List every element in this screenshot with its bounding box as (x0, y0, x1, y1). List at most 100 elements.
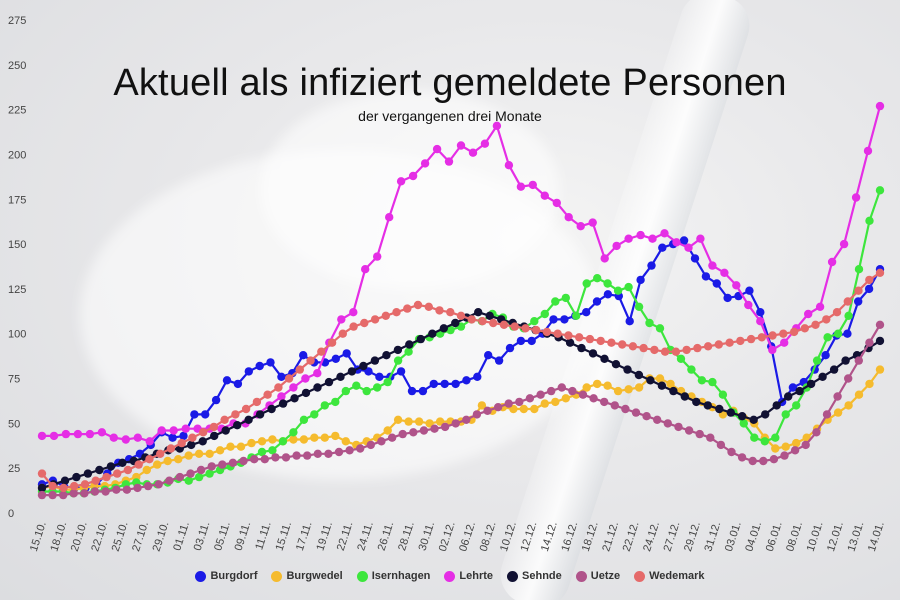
data-point (588, 349, 598, 358)
data-point (822, 410, 832, 419)
data-point (338, 329, 347, 338)
data-point (692, 397, 701, 407)
data-point (85, 429, 95, 439)
legend-item-wedemark[interactable]: Wedemark (634, 570, 705, 582)
data-point (549, 315, 558, 324)
y-tick-label: 275 (8, 15, 26, 27)
data-point (552, 198, 561, 208)
data-point (61, 429, 71, 439)
data-point (209, 422, 219, 432)
data-point (596, 336, 605, 346)
data-point (462, 415, 471, 424)
data-point (771, 433, 780, 442)
data-point (768, 331, 777, 340)
chart-subtitle: der vergangenen drei Monate (358, 108, 542, 124)
data-point (478, 317, 487, 326)
data-point (572, 311, 581, 320)
data-point (499, 320, 509, 329)
data-point (612, 241, 621, 251)
x-tick-label: 03.11. (192, 520, 213, 552)
data-point (419, 426, 429, 435)
data-point (693, 343, 702, 353)
data-point (530, 317, 539, 326)
data-point (687, 365, 696, 374)
data-point (553, 329, 562, 338)
data-point (83, 469, 93, 478)
data-point (263, 390, 272, 399)
data-point (738, 412, 747, 421)
data-point (784, 392, 793, 401)
data-point (174, 455, 183, 464)
data-point (504, 399, 513, 408)
data-point (383, 426, 392, 435)
data-point (551, 397, 560, 407)
data-point (215, 446, 225, 455)
data-point (875, 268, 885, 277)
data-point (370, 356, 380, 365)
data-point (396, 177, 406, 186)
series-lehrte (37, 101, 885, 446)
data-point (134, 460, 143, 469)
data-point (377, 437, 386, 446)
data-point (320, 433, 329, 442)
data-point (806, 379, 816, 389)
data-point (695, 429, 704, 439)
x-tick-label: 17.11. (294, 520, 315, 552)
data-point (634, 370, 644, 380)
data-point (468, 148, 478, 157)
data-point (207, 462, 216, 471)
data-point (800, 324, 809, 333)
legend-item-burgwedel[interactable]: Burgwedel (271, 570, 343, 582)
data-point (416, 334, 425, 344)
data-point (201, 410, 210, 419)
data-point (727, 447, 736, 457)
legend-item-lehrte[interactable]: Lehrte (444, 570, 493, 582)
x-tick-label: 22.12. (621, 520, 642, 553)
x-tick-label: 28.11. (396, 520, 417, 552)
series-line (41, 271, 881, 489)
data-point (582, 383, 591, 392)
data-point (403, 304, 412, 313)
data-point (843, 297, 852, 306)
data-point (331, 354, 340, 363)
data-point (613, 286, 623, 295)
data-point (789, 327, 799, 337)
data-point (603, 290, 613, 299)
x-tick-label: 10.12. (498, 520, 519, 553)
data-point (639, 343, 648, 353)
x-tick-label: 01.11. (171, 520, 192, 552)
data-point (827, 257, 837, 267)
series-uetze (37, 320, 885, 500)
data-point (528, 180, 537, 190)
data-point (844, 311, 853, 320)
data-point (780, 338, 789, 347)
legend-item-sehnde[interactable]: Sehnde (507, 570, 562, 582)
legend-item-uetze[interactable]: Uetze (575, 570, 620, 582)
data-point (582, 308, 591, 317)
y-tick-label: 0 (8, 508, 14, 520)
data-point (387, 433, 397, 442)
data-point (446, 325, 455, 335)
data-point (331, 431, 340, 441)
data-point (843, 329, 852, 338)
data-point (80, 480, 90, 489)
data-point (578, 390, 588, 399)
legend-item-burgdorf[interactable]: Burgdorf (195, 570, 257, 582)
x-tick-label: 14.12. (539, 520, 560, 553)
data-point (726, 408, 735, 417)
x-tick-label: 02.12. (437, 520, 458, 553)
data-point (682, 345, 691, 355)
data-point (771, 444, 780, 453)
data-point (382, 351, 391, 360)
data-point (352, 381, 361, 390)
data-point (621, 404, 630, 414)
data-point (854, 356, 863, 365)
data-point (618, 340, 627, 349)
data-point (456, 311, 466, 320)
data-point (260, 455, 269, 464)
legend-item-isernhagen[interactable]: Isernhagen (356, 570, 430, 582)
data-point (228, 458, 238, 467)
data-point (480, 139, 490, 148)
y-tick-label: 250 (8, 60, 26, 72)
data-point (289, 428, 298, 437)
